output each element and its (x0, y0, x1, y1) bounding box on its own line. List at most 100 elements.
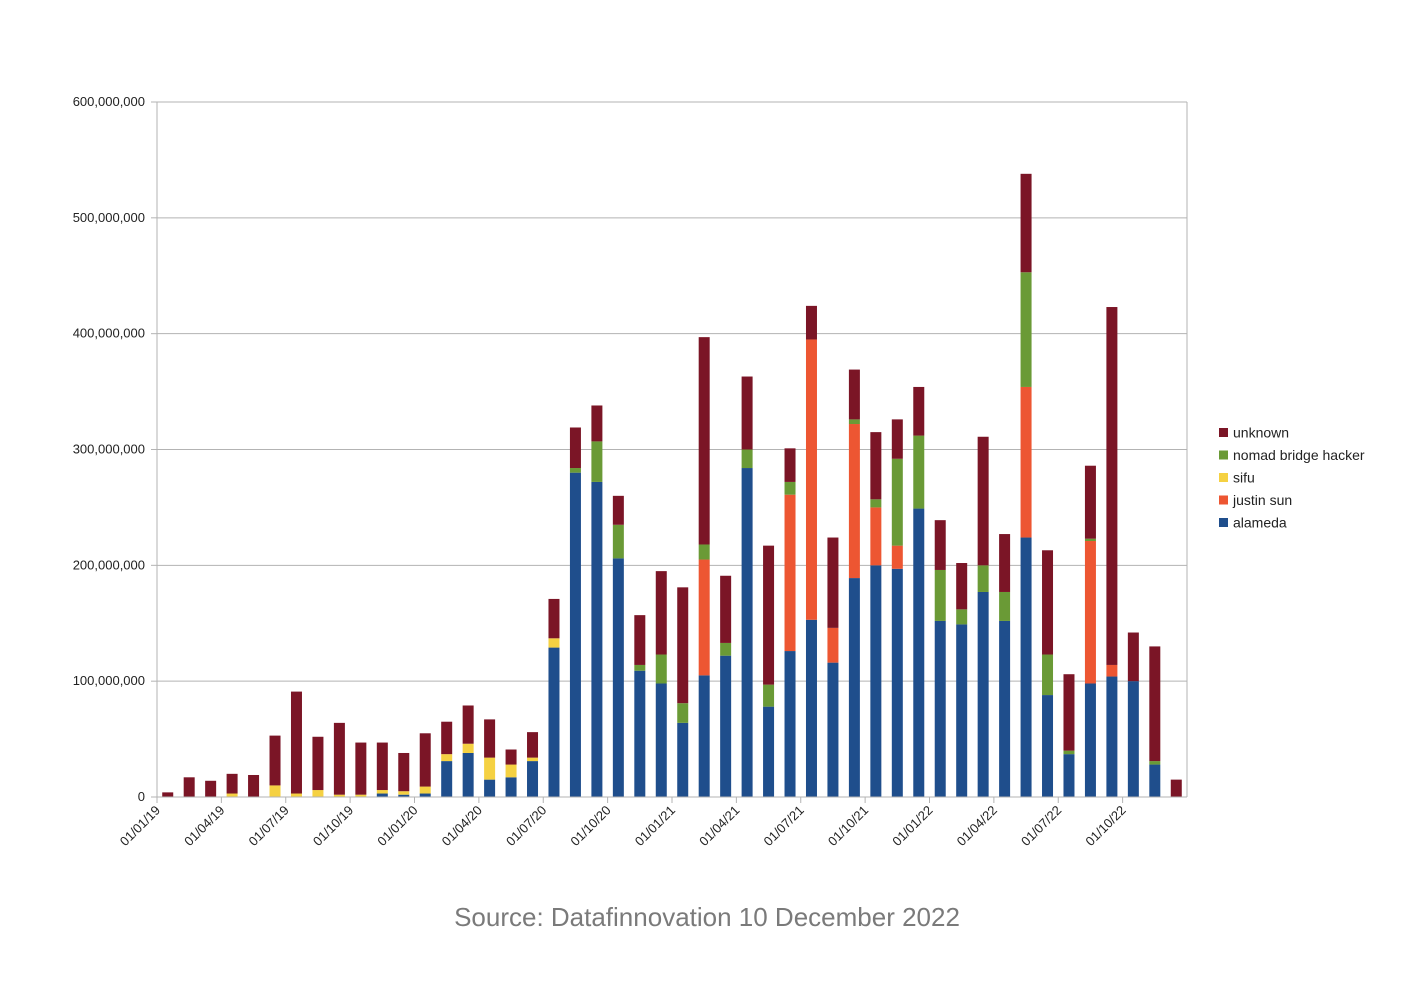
bar-segment-alameda (612, 558, 624, 797)
bar-segment-alameda (527, 761, 539, 797)
bar-segment-sifu (484, 757, 496, 780)
bar-segment-unknown (934, 520, 946, 570)
bar-segment-unknown (505, 749, 517, 765)
bar-segment-unknown (763, 545, 775, 685)
bar-segment-unknown (1084, 465, 1096, 539)
y-tick-label: 400,000,000 (73, 326, 145, 341)
bar-segment-alameda (977, 591, 989, 797)
x-tick-label: 01/10/22 (1082, 803, 1128, 849)
x-tick-label: 01/01/20 (374, 803, 420, 849)
bar-segment-sifu (290, 793, 302, 797)
bar-segment-sifu (527, 757, 539, 762)
bar-segment-unknown (999, 534, 1011, 592)
bar-segment-alameda (848, 578, 860, 797)
bar-segment-nomad-bridge-hacker (591, 441, 603, 482)
bar-segment-unknown (376, 742, 388, 791)
bar-segment-justin-sun (1084, 541, 1096, 684)
bar-segment-unknown (956, 563, 968, 610)
bar-segment-nomad-bridge-hacker (1042, 654, 1054, 696)
bar-segment-unknown (848, 369, 860, 420)
x-tick-labels: 01/01/19 01/04/19 01/07/19 01/10/19 01/01/20… (117, 797, 1129, 849)
bar-segment-unknown (784, 448, 796, 482)
bar-segment-justin-sun (1106, 664, 1118, 677)
bar-segment-sifu (398, 791, 410, 795)
y-tick-label: 200,000,000 (73, 557, 145, 572)
bar-segment-nomad-bridge-hacker (870, 499, 882, 508)
bar-segment-nomad-bridge-hacker (913, 435, 925, 509)
x-tick-label: 01/01/19 (117, 803, 163, 849)
bar-segment-justin-sun (848, 424, 860, 579)
bar-segment-sifu (226, 793, 238, 797)
y-tick-label: 100,000,000 (73, 673, 145, 688)
grid-lines (151, 101, 1187, 798)
bar-segment-justin-sun (1020, 386, 1032, 538)
bar-segment-sifu (548, 638, 560, 648)
bar-segment-unknown (741, 376, 753, 450)
bar-segment-unknown (355, 742, 367, 795)
bar-segment-sifu (441, 754, 453, 762)
bar-segment-alameda (569, 472, 581, 797)
bar-segment-alameda (484, 779, 496, 797)
bar-segment-unknown (805, 305, 817, 340)
bar-segment-unknown (162, 792, 174, 797)
bar-segment-alameda (591, 481, 603, 797)
bar-segment-unknown (655, 571, 667, 655)
bar-segment-justin-sun (805, 339, 817, 620)
bar-segment-unknown (634, 615, 646, 665)
legend-swatch (1219, 495, 1228, 505)
bar-segment-alameda (677, 722, 689, 797)
bar-segment-nomad-bridge-hacker (1063, 750, 1075, 755)
x-tick-label: 01/07/22 (1018, 803, 1064, 849)
bar-segment-sifu (355, 794, 367, 797)
bar-segment-unknown (527, 732, 539, 758)
bar-segment-unknown (183, 777, 195, 797)
y-tick-labels: 0 100,000,000 200,000,000 300,000,000 400,00… (73, 94, 145, 804)
bar-segment-alameda (870, 565, 882, 797)
bar-segment-unknown (698, 337, 710, 545)
legend-label: unknown (1233, 425, 1289, 441)
bar-segment-nomad-bridge-hacker (1084, 538, 1096, 542)
bar-segment-unknown (548, 598, 560, 639)
bar-segment-alameda (548, 647, 560, 797)
x-tick-label: 01/01/22 (889, 803, 935, 849)
bar-segment-unknown (870, 432, 882, 500)
legend-swatch (1219, 428, 1228, 437)
legend-swatch (1219, 518, 1228, 527)
bar-segment-unknown (484, 719, 496, 758)
bar-segment-alameda (827, 662, 839, 797)
bar-segment-alameda (956, 624, 968, 797)
bar-segment-alameda (1042, 695, 1054, 797)
bar-segment-justin-sun (827, 627, 839, 663)
bar-segment-nomad-bridge-hacker (634, 664, 646, 671)
bar-segment-unknown (1063, 674, 1075, 751)
bar-segment-unknown (462, 705, 474, 744)
bar-segment-unknown (612, 495, 624, 525)
bar-segment-alameda (505, 777, 517, 797)
bar-segment-nomad-bridge-hacker (677, 703, 689, 723)
bar-segment-alameda (441, 761, 453, 797)
bar-segment-unknown (1020, 173, 1032, 273)
legend-swatch (1219, 450, 1228, 460)
bar-segment-nomad-bridge-hacker (698, 544, 710, 560)
legend-label: justin sun (1232, 492, 1292, 508)
x-tick-label: 01/10/20 (567, 803, 613, 849)
bar-segment-nomad-bridge-hacker (612, 524, 624, 559)
bar-segment-alameda (934, 620, 946, 797)
bar-segment-unknown (977, 436, 989, 566)
bar-segment-unknown (827, 537, 839, 628)
x-tick-label: 01/04/22 (954, 803, 1000, 849)
legend-swatch (1219, 473, 1228, 482)
bar-segment-unknown (569, 427, 581, 469)
x-tick-label: 01/10/21 (825, 803, 871, 849)
x-tick-label: 01/04/21 (696, 803, 742, 849)
bar-segment-nomad-bridge-hacker (977, 565, 989, 592)
bar-segment-unknown (398, 752, 410, 792)
bar-segment-alameda (698, 675, 710, 797)
bar-segment-nomad-bridge-hacker (999, 591, 1011, 621)
bar-segment-sifu (505, 764, 517, 778)
bars (162, 173, 1182, 797)
bar-segment-justin-sun (784, 494, 796, 652)
bar-segment-sifu (333, 794, 345, 797)
bar-segment-alameda (1127, 681, 1139, 797)
bar-segment-unknown (891, 419, 903, 459)
